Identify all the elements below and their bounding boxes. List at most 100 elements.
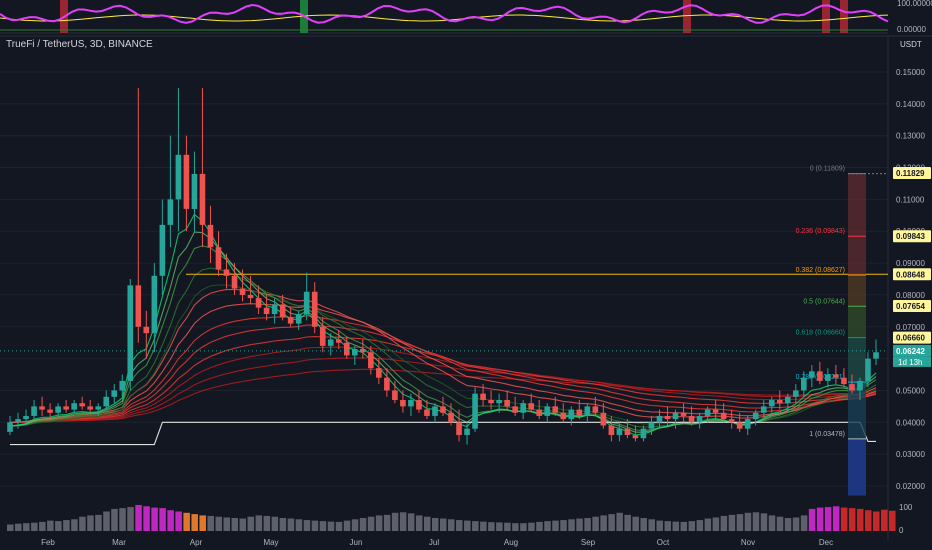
volume-bars	[7, 505, 896, 531]
candle-body	[279, 304, 286, 318]
quote-currency-label[interactable]: USDT	[900, 40, 922, 49]
candle	[480, 384, 486, 407]
candle-body	[728, 419, 735, 423]
candle	[672, 409, 679, 429]
candle	[472, 387, 478, 432]
candle-body	[7, 422, 13, 432]
time-tick-label: Apr	[190, 538, 203, 547]
price-tick-label: 0.15000	[896, 68, 925, 77]
volume-bar	[456, 520, 463, 531]
osc-highlight-bar	[822, 0, 830, 33]
candle	[793, 384, 799, 404]
candle	[23, 409, 29, 426]
fib-level-label: 0.236 (0.09843)	[796, 228, 845, 235]
candle-body	[247, 294, 254, 299]
osc-line	[0, 3, 889, 24]
volume-bar	[648, 519, 655, 531]
candle-body	[271, 304, 278, 315]
price-tick-label: 0.11000	[896, 195, 925, 204]
volume-bar	[560, 520, 567, 531]
time-tick-label: May	[263, 538, 278, 547]
candle	[87, 400, 93, 413]
candle	[39, 396, 45, 416]
candle	[512, 396, 518, 416]
candle	[632, 425, 639, 442]
volume-bar	[287, 518, 295, 531]
fib-zone	[848, 337, 866, 383]
osc-highlight-bar	[840, 0, 848, 33]
fibonacci-retracement[interactable]: 0 (0.11809) 0.236 (0.09843) 0.382 (0.08627…	[186, 166, 888, 496]
candle-body	[87, 406, 93, 410]
candle	[159, 199, 166, 295]
candle	[488, 390, 494, 410]
volume-bar	[207, 515, 214, 531]
candle	[648, 415, 655, 436]
candle	[55, 403, 61, 416]
volume-bar	[656, 520, 664, 531]
volume-bar	[375, 515, 383, 531]
volume-bar	[504, 522, 511, 531]
volume-bar	[712, 517, 720, 531]
candle	[592, 396, 599, 416]
volume-bar	[776, 516, 784, 531]
osc-axis: 100.00000 0.00000	[897, 0, 932, 34]
candle-body	[111, 390, 118, 397]
candle-body	[624, 428, 631, 436]
candle	[311, 282, 318, 334]
volume-bar	[359, 518, 367, 531]
price-tags: 0.11829 0.09843 0.08648 0.07654 0.06660 0.062…	[893, 166, 931, 357]
volume-bar	[143, 506, 150, 531]
candle	[167, 135, 174, 248]
time-axis[interactable]: Feb Mar Apr May Jun Jul Aug Sep Oct Nov Dec	[41, 538, 833, 547]
candle	[263, 294, 270, 321]
candle	[680, 403, 687, 423]
volume-bar	[439, 518, 447, 531]
candle-body	[496, 400, 502, 404]
time-tick-label: Aug	[504, 538, 518, 547]
volume-bar	[520, 523, 527, 531]
candle	[576, 400, 583, 420]
candle-body	[512, 406, 518, 413]
candle	[279, 294, 286, 321]
price-tick-label: 0.14000	[896, 100, 925, 109]
countdown-label: 1d 13h	[898, 358, 922, 367]
volume-bar	[472, 521, 479, 531]
candle	[400, 390, 406, 413]
candles	[7, 87, 879, 445]
price-tag-background	[893, 166, 931, 179]
price-tick-label: 0.08000	[896, 291, 925, 300]
ma-ribbon-line	[9, 324, 877, 423]
candle-body	[528, 403, 535, 410]
candle-body	[793, 390, 799, 397]
candle-body	[776, 400, 783, 404]
candle-body	[488, 400, 494, 404]
candle-body	[456, 422, 462, 436]
volume-bar	[624, 514, 631, 531]
candle-body	[704, 409, 711, 416]
candle-body	[784, 396, 791, 404]
candle	[560, 403, 567, 423]
candle-body	[472, 393, 478, 429]
volume-bar	[608, 514, 615, 531]
price-tag-label: 0.06242	[896, 347, 925, 356]
candle-body	[608, 425, 615, 436]
candle	[424, 400, 430, 420]
price-tag-label: 0.07654	[896, 302, 925, 311]
symbol-title[interactable]: TrueFi / TetherUS, 3D, BINANCE	[6, 39, 153, 50]
candle	[809, 364, 815, 388]
volume-bar	[464, 520, 471, 531]
candle	[801, 371, 807, 397]
candle	[704, 406, 711, 423]
candle	[343, 336, 350, 359]
candle-body	[801, 377, 807, 391]
volume-bar	[151, 507, 158, 531]
candle	[544, 403, 551, 423]
osc-level-0: 0.00000	[897, 25, 926, 34]
candle	[79, 396, 85, 410]
candle	[728, 409, 735, 429]
candle	[199, 87, 206, 248]
candle	[841, 368, 847, 388]
candle	[833, 364, 839, 385]
volume-bar	[335, 521, 343, 531]
